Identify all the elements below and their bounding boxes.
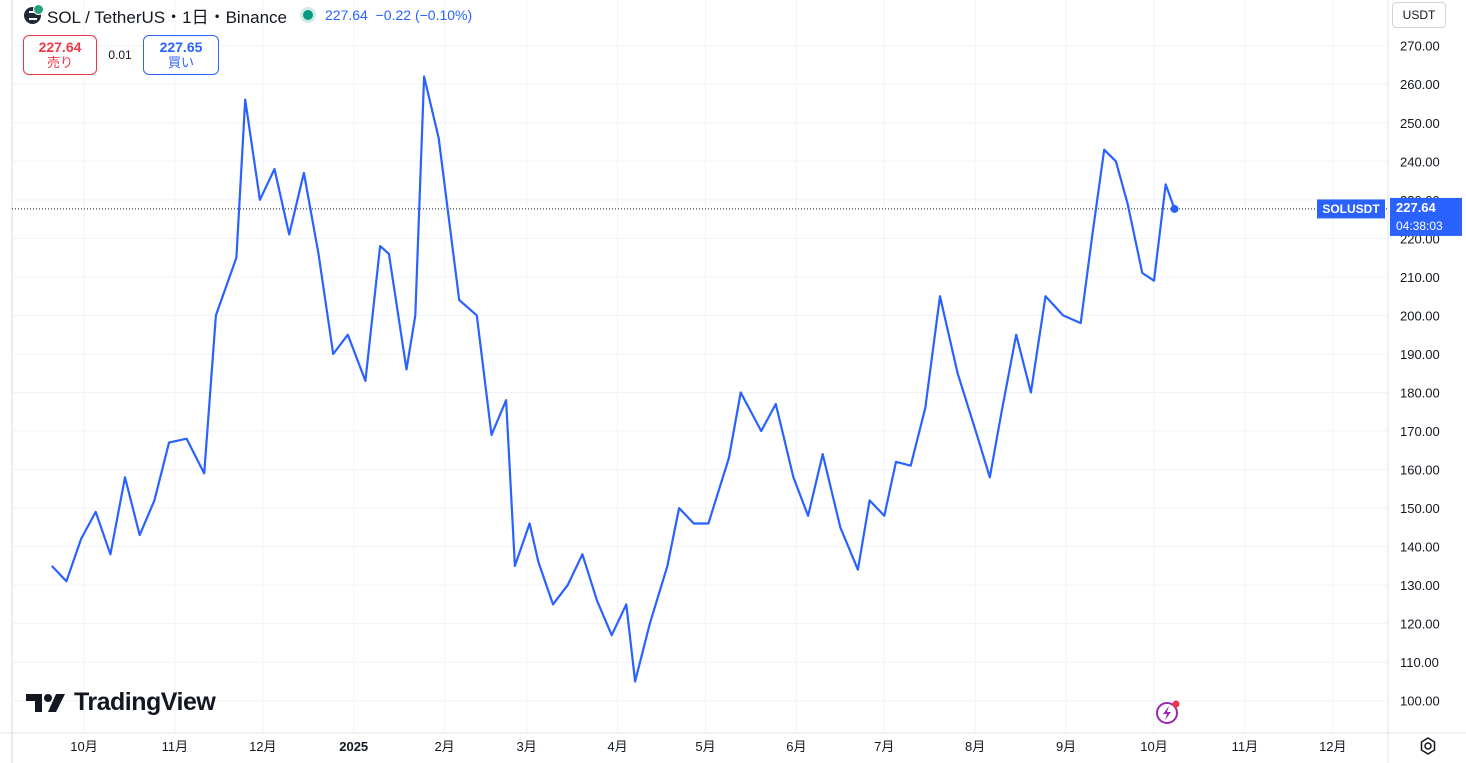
price-tick-label: 250.00 [1400,116,1440,131]
vertical-gridlines [83,0,1334,733]
sell-button[interactable]: 227.64 売り [23,35,97,75]
symbol-title[interactable]: SOL / TetherUS・1日・Binance [47,7,288,27]
last-price-value: 227.64 [1396,200,1437,215]
price-tick-label: 110.00 [1400,655,1439,670]
last-price-quote: 227.64 −0.22 (−0.10%) [325,7,473,23]
time-axis[interactable]: 10月 11月 12月 2025 2月 3月 4月 5月 6月 7月 8月 9月 10月 11月 12月 [70,739,1346,754]
last-price-dot [1170,204,1179,213]
sol-coin-icon [24,3,44,24]
time-tick-label: 9月 [1056,739,1076,754]
trade-panel: 227.64 売り 0.01 227.65 買い [23,35,219,75]
time-tick-label: 12月 [249,739,276,754]
price-tick-label: 130.00 [1400,578,1440,593]
horizontal-gridlines [12,45,1388,702]
time-tick-label: 2025 [339,739,368,754]
price-axis[interactable]: 100.00 110.00 120.00 130.00 140.00 150.00 160.… [1400,39,1440,709]
price-tick-label: 140.00 [1400,540,1440,555]
price-series-line [51,75,1176,683]
time-tick-label: 7月 [874,739,894,754]
time-tick-label: 11月 [1232,739,1259,754]
price-tick-label: 100.00 [1400,694,1440,709]
price-tick-label: 190.00 [1400,347,1440,362]
price-tick-label: 210.00 [1400,270,1440,285]
price-tick-label: 260.00 [1400,77,1440,92]
buy-label: 買い [167,55,194,70]
buy-button[interactable]: 227.65 買い [143,35,219,75]
time-tick-label: 10月 [1140,739,1167,754]
spread-value: 0.01 [108,48,132,62]
market-status-icon[interactable] [303,10,314,20]
price-tick-label: 180.00 [1400,385,1440,400]
time-tick-label: 11月 [162,739,189,754]
price-tick-label: 240.00 [1400,154,1440,169]
time-tick-label: 10月 [70,739,97,754]
time-tick-label: 8月 [965,739,985,754]
price-tick-label: 120.00 [1400,617,1440,632]
time-tick-label: 12月 [1319,739,1346,754]
bar-countdown: 04:38:03 [1396,219,1443,233]
symbol-tag: SOLUSDT [1322,202,1380,216]
time-tick-label: 4月 [607,739,627,754]
price-tick-label: 200.00 [1400,308,1440,323]
symbol-header[interactable]: SOL / TetherUS・1日・Binance 227.64 −0.22 (… [24,3,473,27]
buy-price: 227.65 [159,39,203,55]
price-tick-label: 270.00 [1400,39,1440,54]
time-tick-label: 3月 [517,739,537,754]
gear-icon[interactable] [1418,736,1438,756]
currency-selector[interactable]: USDT [1392,2,1446,28]
tradingview-logo[interactable]: TradingView [26,688,216,717]
sell-price: 227.64 [38,39,82,55]
sell-label: 売り [46,55,73,70]
time-tick-label: 5月 [695,739,715,754]
time-tick-label: 6月 [786,739,806,754]
price-tick-label: 150.00 [1400,501,1440,516]
price-tick-label: 170.00 [1400,424,1440,439]
last-price-badge: SOLUSDT 227.64 04:38:03 [1317,197,1462,236]
time-tick-label: 2月 [434,739,454,754]
price-tick-label: 160.00 [1400,463,1440,478]
tradingview-logo-text: TradingView [74,688,216,716]
tradingview-logo-icon [26,693,65,712]
lightning-icon[interactable] [1155,699,1181,725]
